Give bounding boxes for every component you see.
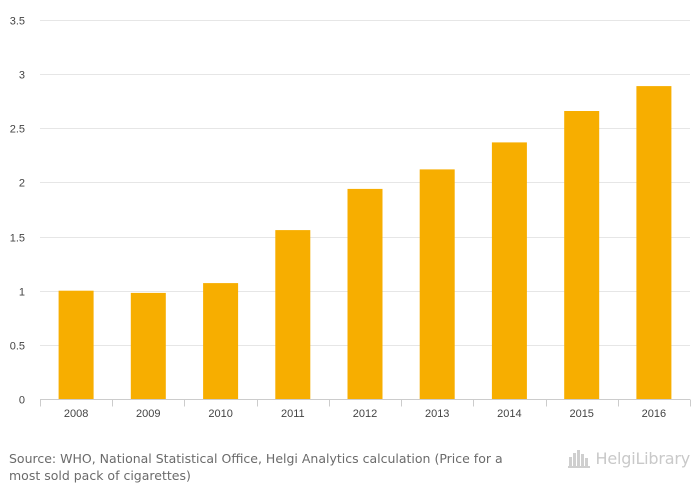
helgi-logo-icon [567,448,592,468]
x-tick-label: 2010 [208,408,232,420]
bar-2015 [564,111,600,399]
source-label: Source: [9,451,57,466]
brand-logo: HelgiLibrary [567,448,691,468]
bar-2008 [58,290,94,399]
x-tick-label: 2008 [64,408,88,420]
y-tick-label: 0.5 [10,341,25,353]
source-text: WHO, National Statistical Office, Helgi … [9,451,503,483]
y-tick-label: 0 [19,395,25,407]
x-tick-label: 2015 [569,408,593,420]
y-tick-label: 1.5 [10,233,25,245]
x-tick-label: 2012 [353,408,377,420]
x-tick-label: 2016 [642,408,666,420]
x-tick-label: 2009 [136,408,160,420]
brand-name: HelgiLibrary [595,448,691,468]
bar-2012 [347,188,383,399]
y-tick-label: 2 [19,178,25,190]
x-tick-label: 2011 [281,408,305,420]
y-tick-label: 3 [19,70,25,82]
bar-chart: 0 0.5 1 1.5 2 2.5 3 3.5 2008 2009 2010 2011 2012 2013… [10,16,691,420]
bar-2014 [491,142,527,399]
source-note: Source: WHO, National Statistical Office… [9,450,529,484]
bar-2009 [130,292,166,399]
y-tick-label: 3.5 [10,16,25,28]
bar-2011 [275,230,311,399]
y-tick-label: 2.5 [10,124,25,136]
bar-2010 [203,283,239,399]
x-tick-label: 2014 [497,408,521,420]
chart-canvas: 0 0.5 1 1.5 2 2.5 3 3.5 2008 2009 2010 2011 2012 2013… [10,16,691,420]
x-tick-label: 2013 [425,408,449,420]
y-tick-label: 1 [19,287,25,299]
bar-2016 [636,86,672,399]
bar-2013 [419,169,455,399]
